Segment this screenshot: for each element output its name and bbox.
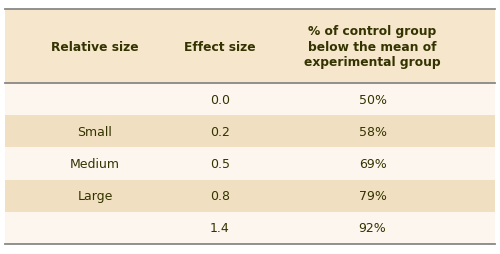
Bar	[5, 180, 495, 212]
Text: 0.8: 0.8	[210, 189, 230, 202]
Bar	[5, 148, 495, 180]
Text: Relative size: Relative size	[51, 40, 139, 53]
Text: 0.5: 0.5	[210, 157, 230, 170]
Text: 58%: 58%	[358, 125, 386, 138]
Text: 92%: 92%	[358, 221, 386, 234]
Text: Medium: Medium	[70, 157, 120, 170]
Text: % of control group
below the mean of
experimental group: % of control group below the mean of exp…	[304, 25, 441, 69]
Bar	[5, 84, 495, 116]
Text: 0.2: 0.2	[210, 125, 230, 138]
Text: 50%: 50%	[358, 93, 386, 106]
Text: 0.0: 0.0	[210, 93, 230, 106]
Text: 79%: 79%	[358, 189, 386, 202]
Text: Small: Small	[78, 125, 112, 138]
Text: 69%: 69%	[358, 157, 386, 170]
Text: Large: Large	[78, 189, 112, 202]
Bar	[5, 212, 495, 244]
Bar	[5, 116, 495, 148]
Text: 1.4: 1.4	[210, 221, 230, 234]
Bar	[5, 10, 495, 84]
Text: Effect size: Effect size	[184, 40, 256, 53]
